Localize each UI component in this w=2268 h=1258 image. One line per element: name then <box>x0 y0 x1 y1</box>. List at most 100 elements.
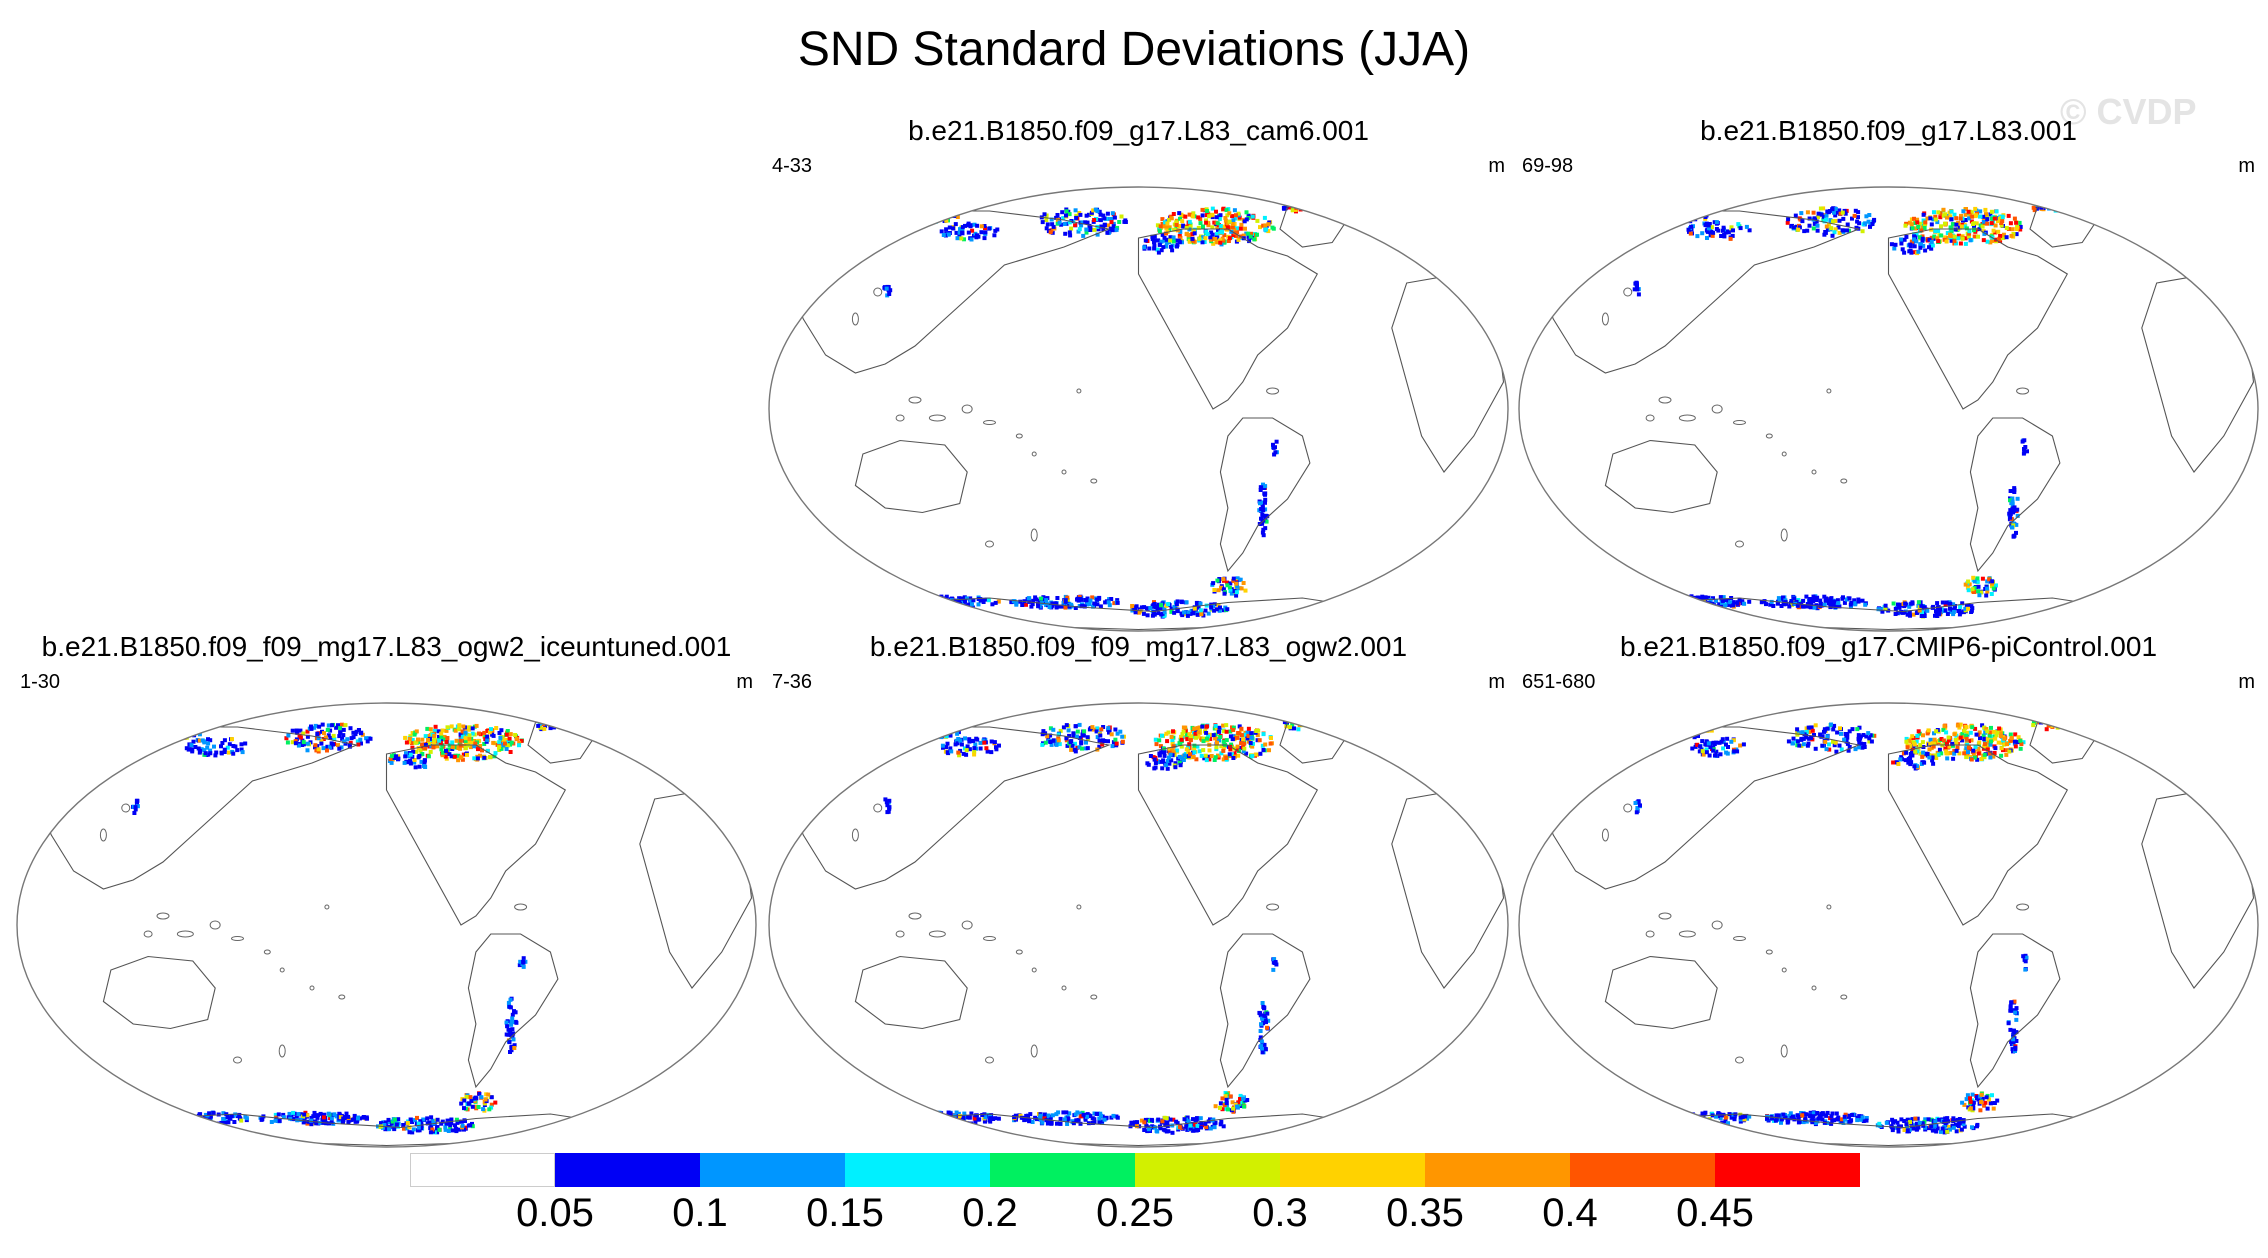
snow-cell <box>1155 607 1160 612</box>
snow-cell <box>542 1131 547 1136</box>
snow-cell <box>211 1110 216 1115</box>
snow-cell <box>1325 611 1330 616</box>
snow-cell <box>957 605 962 610</box>
snow-cell <box>439 735 444 740</box>
snow-cell <box>1048 1115 1053 1120</box>
snow-cell <box>1263 223 1268 228</box>
snow-cell <box>1992 216 1997 221</box>
snow-cell <box>191 739 196 744</box>
snow-cell <box>2070 615 2075 620</box>
snow-cell <box>897 723 902 728</box>
snow-cell <box>239 1118 244 1123</box>
snow-cell <box>1948 601 1953 606</box>
snow-cell <box>972 1116 977 1121</box>
snow-cell <box>1050 222 1055 227</box>
snow-cell <box>1708 598 1713 603</box>
snow-cell <box>1160 733 1164 738</box>
snow-cell <box>1061 216 1066 221</box>
snow-cell <box>1306 611 1311 616</box>
snow-cell <box>1791 225 1796 230</box>
snow-cell <box>2056 610 2061 614</box>
snow-cell <box>543 1126 548 1131</box>
snow-cell <box>955 210 960 215</box>
antarctica-coast <box>147 1113 611 1147</box>
snow-cell <box>1288 613 1293 618</box>
snow-cell <box>442 734 447 739</box>
snow-cell <box>1835 598 1840 603</box>
snow-cell <box>1789 599 1794 603</box>
snow-cell <box>326 733 331 738</box>
snow-cell <box>414 729 419 734</box>
snow-cell <box>977 1117 982 1122</box>
snow-cell <box>1720 737 1725 742</box>
snow-cell <box>1173 761 1178 766</box>
snow-cell <box>1718 752 1723 757</box>
island-coast <box>121 803 131 813</box>
snow-cell <box>186 730 191 735</box>
snow-cell <box>1972 755 1977 760</box>
snow-cell <box>1215 221 1220 226</box>
snow-cell <box>1220 1107 1225 1112</box>
snow-cell <box>1646 209 1651 214</box>
world-map <box>16 702 757 1148</box>
snow-cell <box>1261 732 1266 737</box>
snow-cell <box>1097 744 1102 749</box>
snow-cell <box>1248 234 1253 239</box>
snow-cell <box>1190 236 1195 241</box>
snow-cell <box>314 748 319 753</box>
snow-cell <box>1143 1117 1148 1122</box>
snow-cell <box>1908 242 1913 247</box>
snow-cell <box>1666 219 1671 223</box>
snow-patch <box>387 749 428 770</box>
snow-cell <box>1966 588 1971 593</box>
snow-patch <box>1257 482 1270 538</box>
snow-cell <box>1971 575 1976 580</box>
snow-cell <box>1065 1116 1070 1121</box>
snow-cell <box>1904 750 1909 755</box>
snow-cell <box>1117 220 1122 224</box>
snow-cell <box>564 1130 569 1135</box>
snow-cell <box>462 743 467 748</box>
snow-cell <box>967 747 972 752</box>
snow-cell <box>1195 744 1200 749</box>
snow-cell <box>1152 757 1157 762</box>
snow-cell <box>1960 732 1965 736</box>
snow-cell <box>1925 731 1930 736</box>
snow-cell <box>1981 238 1986 243</box>
snow-cell <box>285 740 290 745</box>
snow-cell <box>453 1123 457 1128</box>
snow-cell <box>886 809 891 814</box>
snow-cell <box>2000 215 2005 220</box>
snow-cell <box>1231 728 1236 732</box>
snow-cell <box>1287 205 1292 210</box>
snow-cell <box>892 1115 897 1120</box>
snow-cell <box>1855 219 1860 224</box>
snow-cell <box>1670 605 1675 610</box>
snow-cell <box>1807 736 1812 741</box>
snow-cell <box>1857 745 1862 750</box>
snow-cell <box>405 760 410 765</box>
snow-cell <box>1668 735 1673 740</box>
snow-cell <box>1241 737 1246 742</box>
snow-cell <box>1073 223 1078 228</box>
snow-cell <box>1164 237 1169 242</box>
snow-cell <box>1880 609 1885 614</box>
snow-patch <box>1257 1001 1271 1055</box>
snow-cell <box>1909 217 1914 222</box>
snow-cell <box>1216 227 1220 232</box>
snow-cell <box>1648 728 1653 733</box>
snow-cell <box>1215 740 1219 745</box>
snow-cell <box>441 737 446 742</box>
snow-cell <box>1168 1117 1173 1122</box>
snow-cell <box>919 1117 924 1122</box>
snow-cell <box>152 732 157 737</box>
snow-cell <box>432 741 437 746</box>
snow-cell <box>470 1124 475 1129</box>
snow-cell <box>1818 206 1823 211</box>
snow-cell <box>901 600 906 605</box>
snow-cell <box>962 1111 967 1116</box>
panel-title: b.e21.B1850.f09_f09_mg17.L83_ogw2.001 <box>869 631 1408 662</box>
snow-cell <box>1700 231 1705 236</box>
snow-cell <box>962 595 967 600</box>
snow-cell <box>567 1131 572 1136</box>
